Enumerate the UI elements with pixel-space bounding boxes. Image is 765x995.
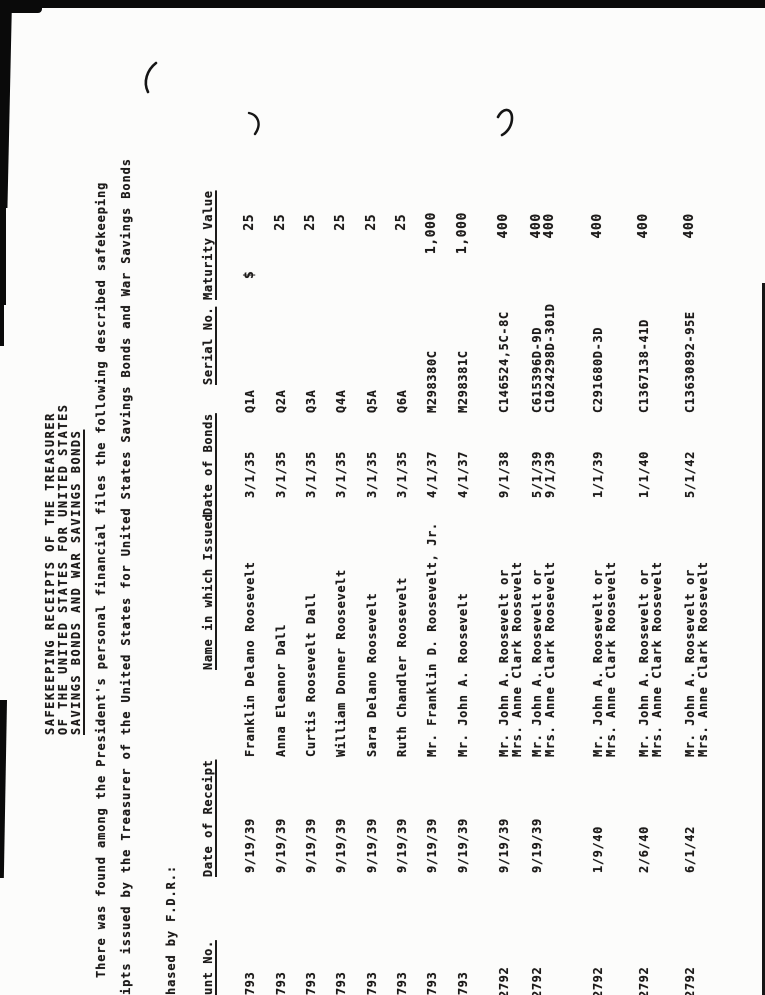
scan-edge-left-line-upper	[0, 205, 6, 305]
ink-mark-3	[496, 108, 514, 137]
scan-edge-top	[0, 0, 765, 8]
scan-edge-left-line-middle	[0, 300, 4, 346]
scan-edge-left-line-lower	[0, 700, 7, 878]
ink-mark-2	[247, 111, 260, 136]
scan-edge-right-line	[762, 283, 765, 995]
ink-mark-1	[144, 61, 158, 94]
